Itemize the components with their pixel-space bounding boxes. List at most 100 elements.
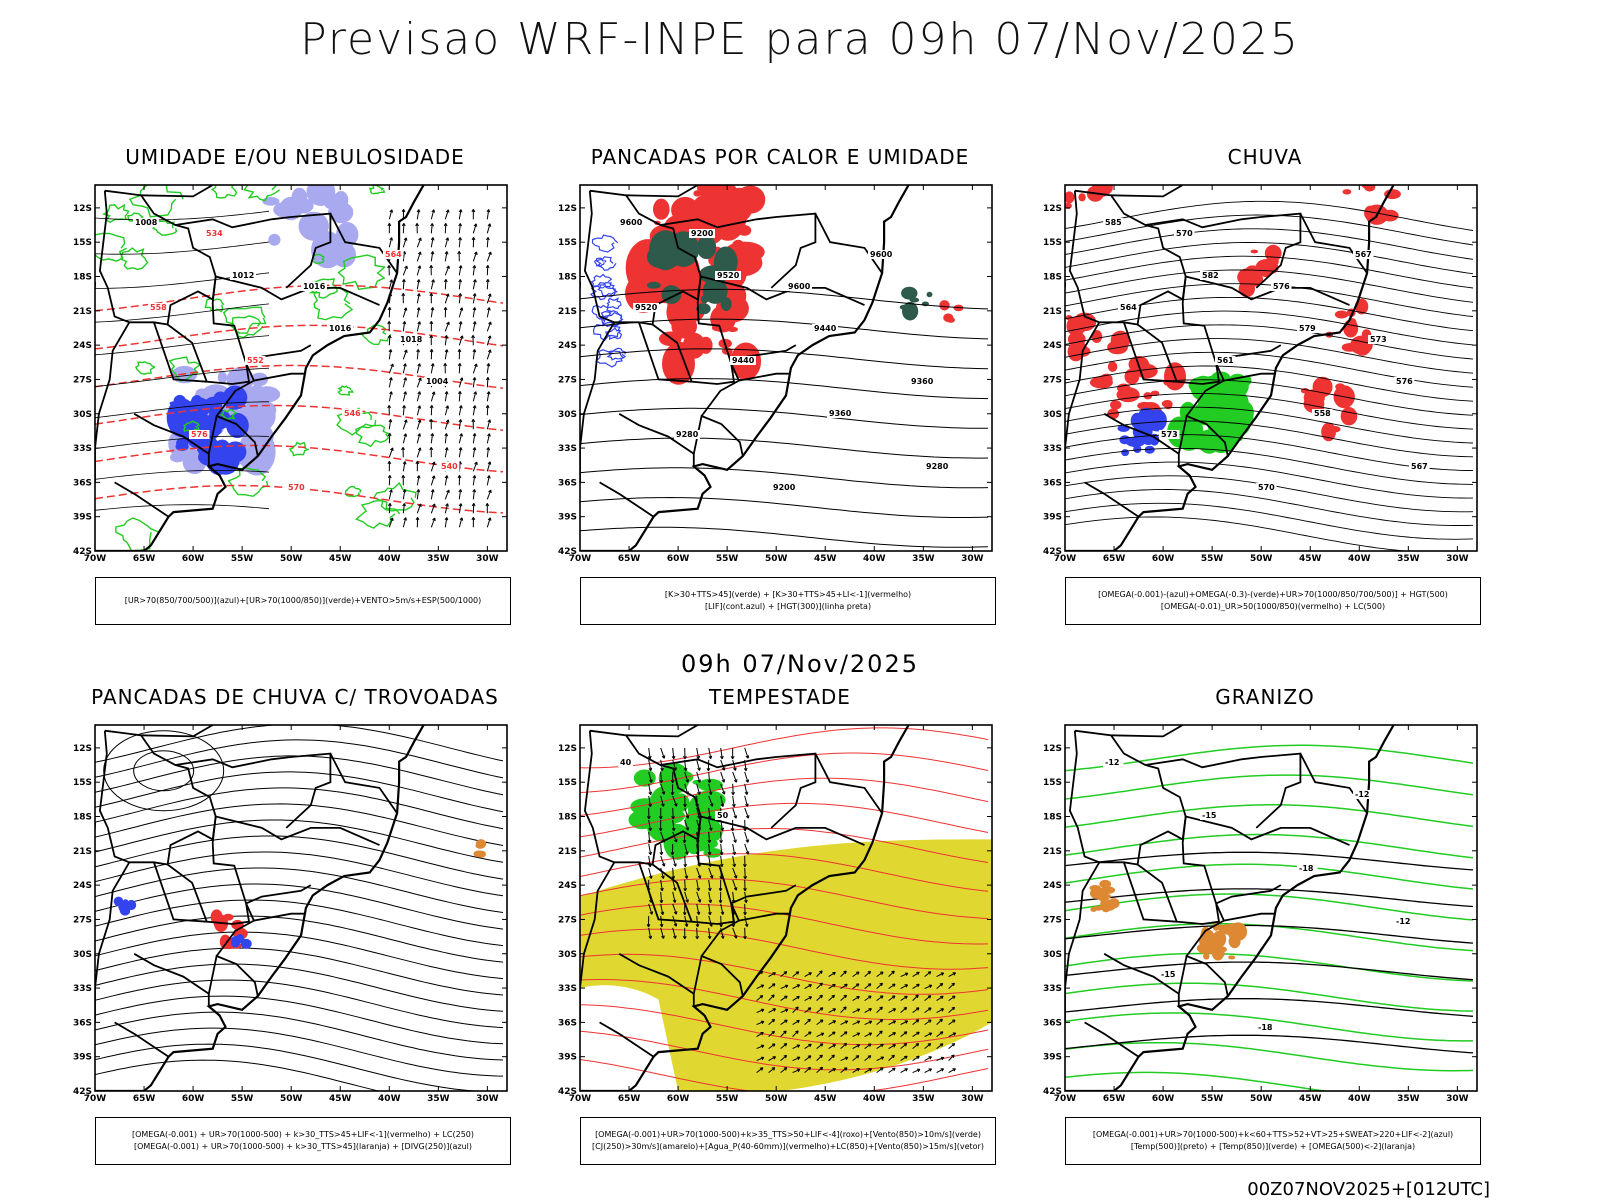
humidity-green-contour	[289, 441, 310, 457]
contour-label-bg	[1118, 303, 1139, 312]
wind-vector	[927, 971, 932, 975]
wind-vector	[780, 1055, 787, 1061]
wind-vector	[780, 984, 789, 990]
wind-arrow	[417, 447, 422, 451]
temp500-contour	[1065, 998, 1474, 1017]
contour-label-bg	[230, 271, 256, 280]
wind-vector	[892, 1044, 896, 1048]
wind-vector	[876, 1043, 884, 1050]
wind-vector	[852, 1055, 860, 1061]
wind-vector	[795, 971, 800, 975]
wind-vector	[928, 1007, 932, 1011]
streamline	[95, 1011, 504, 1061]
lifted-index-contour	[599, 310, 624, 327]
country-border	[215, 363, 256, 417]
wind-arrow	[416, 209, 421, 213]
humidity-green-contour	[344, 485, 362, 498]
lon-label: 55W	[716, 554, 739, 564]
wind-vector	[792, 1044, 800, 1050]
wind-arrow	[416, 377, 422, 388]
wind-vector	[940, 995, 944, 1000]
wind-vector	[840, 1043, 847, 1049]
wind-vector	[832, 1008, 837, 1012]
wind-vector	[733, 839, 737, 843]
wind-arrow	[416, 489, 421, 493]
wind-vector	[783, 971, 788, 975]
wind-arrow	[486, 447, 489, 458]
wind-vector	[732, 843, 736, 855]
wind-vector	[696, 887, 700, 892]
wind-vector	[807, 1007, 812, 1011]
panel-title: GRANIZO	[1215, 685, 1315, 709]
wind-arrow	[429, 405, 434, 409]
wind-vector	[756, 1032, 764, 1038]
wind-arrow	[416, 503, 422, 514]
wind-vector	[888, 1044, 896, 1050]
wind-vector	[660, 891, 663, 903]
country-border	[207, 414, 259, 467]
wind-arrow	[388, 335, 391, 346]
humidity-green-contour	[152, 220, 178, 236]
wind-vector	[952, 995, 956, 1000]
wind-arrow	[486, 349, 491, 360]
water-red-contour	[580, 1004, 989, 1046]
wind-arrow	[402, 321, 407, 325]
wind-arrow	[474, 251, 478, 255]
country-border	[141, 725, 214, 738]
wind-vector	[696, 927, 698, 939]
wind-vector	[828, 1031, 836, 1038]
wind-vector	[900, 1007, 907, 1013]
wind-vector	[732, 851, 737, 856]
wind-arrow	[458, 489, 463, 493]
wind-vector	[828, 1020, 836, 1026]
rain-green-area	[1167, 416, 1193, 448]
wind-vector	[732, 803, 736, 808]
wind-arrow	[472, 349, 476, 360]
wind-vector	[708, 899, 713, 904]
wind-arrow	[486, 321, 492, 332]
wind-vector	[720, 803, 725, 807]
wind-vector	[915, 994, 919, 999]
wind-arrow	[402, 223, 405, 234]
heat-red-area	[653, 198, 670, 220]
contour-label: 567	[1355, 250, 1372, 259]
wind-vector	[709, 803, 714, 807]
wind-arrow	[402, 461, 407, 465]
wind-vector	[927, 1043, 932, 1047]
wind-vector	[856, 1044, 861, 1048]
wind-vector	[685, 827, 690, 831]
wind-arrow	[432, 503, 436, 507]
contour-label-bg	[1200, 271, 1221, 280]
water-red-contour	[580, 727, 989, 769]
wind-arrow	[459, 433, 463, 437]
temp500-contour	[1065, 924, 1474, 944]
country-border	[133, 953, 210, 995]
streamline	[95, 979, 504, 1029]
lon-label: 40W	[378, 1094, 401, 1104]
divergence-blue-area	[126, 899, 137, 911]
wind-vector	[648, 875, 653, 879]
wind-arrow	[418, 503, 422, 507]
rain-red-area	[1110, 185, 1114, 186]
lon-label: 60W	[182, 1094, 205, 1104]
wind-vector	[646, 923, 651, 928]
wind-vector	[916, 971, 920, 976]
wind-vector	[768, 994, 775, 1001]
wind-arrow	[446, 321, 450, 326]
country-border	[133, 413, 210, 455]
map-frame	[579, 184, 993, 552]
country-border	[114, 1021, 170, 1058]
wind-arrow	[472, 265, 476, 276]
contour-label-bg	[1368, 335, 1389, 344]
height-contour	[580, 288, 989, 310]
height-contour	[580, 378, 989, 400]
wind-arrow	[472, 377, 477, 381]
contour-label: 570	[1258, 483, 1275, 492]
wind-arrow	[387, 223, 392, 227]
wind-arrow	[486, 335, 491, 346]
wind-vector	[891, 970, 895, 975]
wind-vector	[792, 1019, 800, 1026]
wind-vector	[880, 1056, 885, 1060]
jet-yellow-area	[580, 839, 992, 1091]
wind-arrow	[458, 321, 462, 332]
